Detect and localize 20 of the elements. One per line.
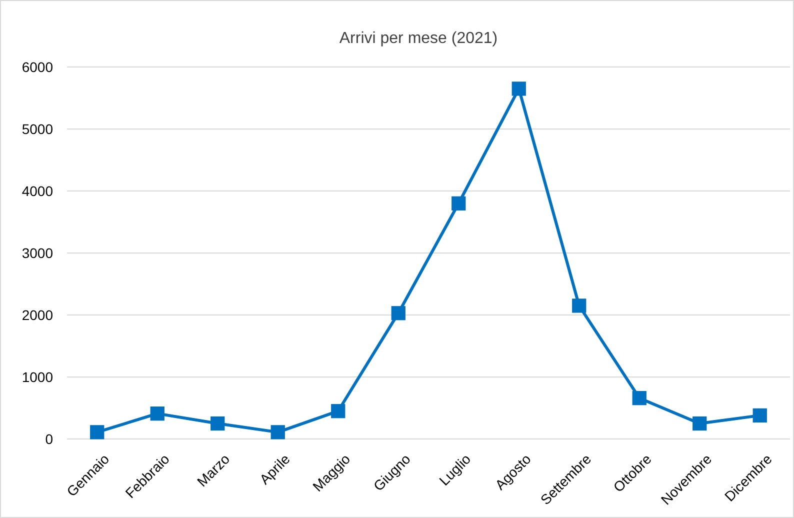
- y-tick-label: 4000: [22, 182, 54, 199]
- y-tick-label: 3000: [22, 244, 54, 261]
- point: [90, 425, 104, 440]
- point: [270, 425, 285, 440]
- point: [632, 391, 646, 406]
- y-tick-label: 5000: [22, 120, 54, 137]
- point: [512, 82, 526, 96]
- point: [210, 416, 225, 431]
- point: [572, 298, 586, 313]
- y-tick-label: 2000: [22, 306, 54, 323]
- point: [331, 404, 346, 418]
- point: [752, 408, 767, 423]
- point: [391, 306, 406, 320]
- y-tick-label: 6000: [22, 58, 54, 75]
- y-tick-label: 1000: [22, 368, 54, 385]
- point: [692, 416, 707, 431]
- point: [452, 196, 466, 210]
- point: [150, 406, 164, 421]
- y-tick-label: 0: [45, 430, 54, 447]
- chart-title: Arrivi per mese (2021): [339, 30, 498, 47]
